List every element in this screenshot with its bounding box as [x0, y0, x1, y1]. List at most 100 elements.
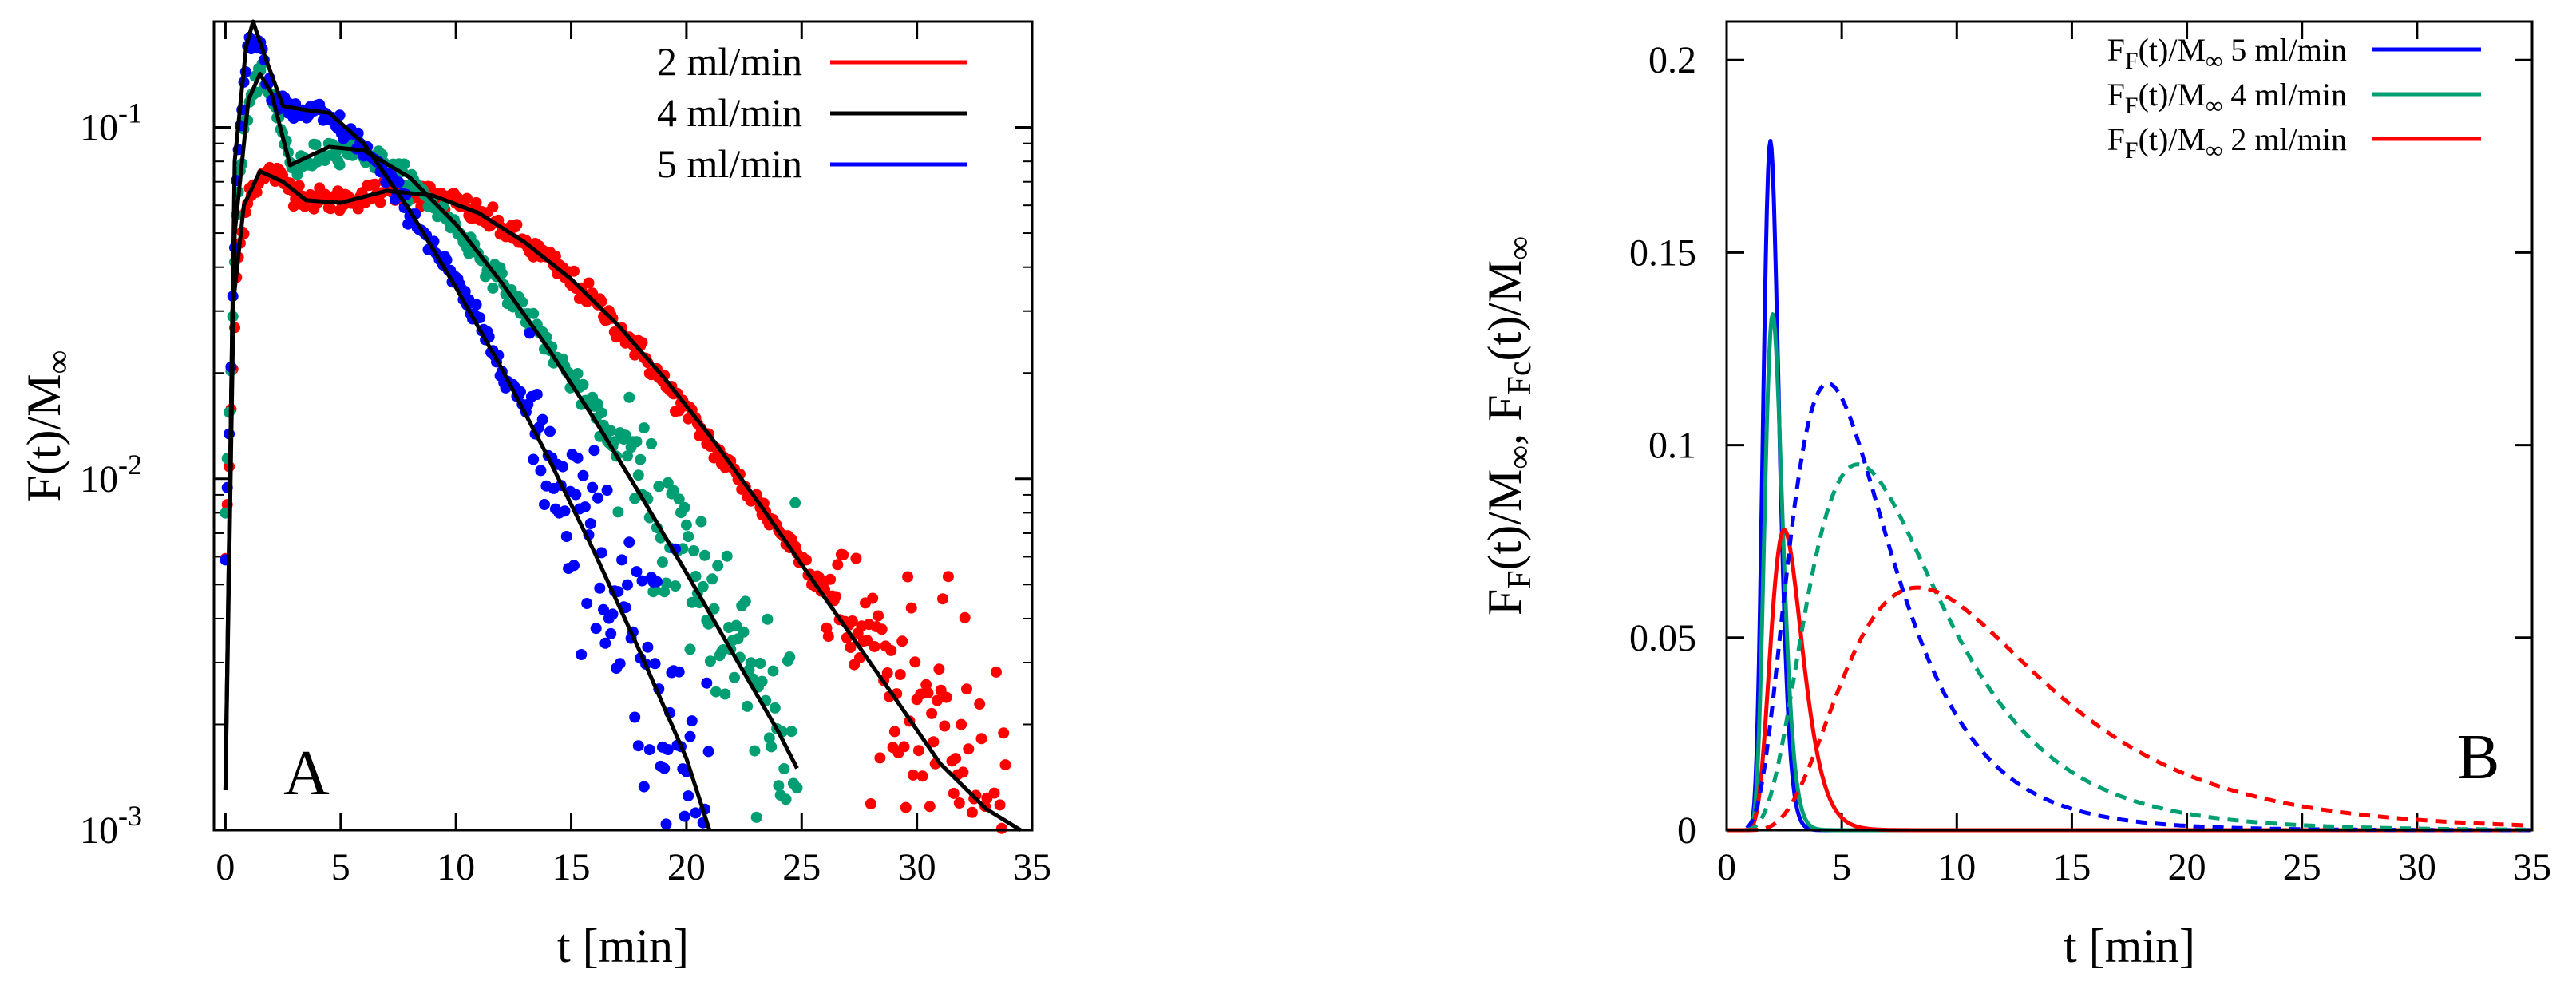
panel-a-data-point [729, 671, 740, 683]
panel-a-data-point [352, 203, 364, 215]
panel-a-data-point [873, 610, 884, 622]
panel-a-data-point [888, 726, 900, 738]
panel-b-x-tick-label: 35 [2513, 846, 2551, 888]
panel-a-data-point [940, 691, 952, 703]
panel-a-data-point [739, 595, 751, 607]
panel-a-data-point [754, 658, 766, 669]
panel-a-y-tick-base: 10 [80, 809, 118, 852]
panel-a-data-point [528, 307, 540, 319]
panel-a-data-point [942, 571, 954, 583]
panel-a-data-point [688, 545, 700, 556]
legend-part: (t)/M [2139, 77, 2206, 113]
panel-a-data-point [881, 667, 893, 679]
panel-a-data-point [900, 801, 912, 813]
panel-a-ticks [214, 21, 1034, 832]
panel-a-data-point [773, 780, 785, 792]
panel-a-data-point [515, 386, 526, 398]
panel-a-legend: 2 ml/min 4 ml/min 5 ml/min [657, 39, 967, 186]
panel-a-data-point [535, 465, 547, 477]
panel-a-data-point [643, 744, 655, 756]
panel-a-data-point [710, 686, 722, 698]
panel-a-data-point [487, 201, 499, 213]
legend-sub: F [2125, 48, 2139, 74]
panel-a-data-point [325, 203, 337, 215]
panel-a-data-point [959, 611, 971, 623]
panel-b-legend-label: FF(t)/M∞ 5 ml/min [2107, 32, 2347, 74]
panel-a-data-point [995, 822, 1007, 834]
panel-b-curves [1727, 139, 2532, 833]
panel-a-data-point [619, 429, 631, 441]
panel-a-data-point [874, 752, 886, 764]
panel-a-data-point [749, 745, 761, 757]
panel-b-x-tick-label: 10 [1937, 846, 1976, 888]
panel-a-data-point [762, 613, 774, 625]
panel-a-data-point [587, 481, 599, 493]
panel-a-data-point [684, 730, 696, 742]
panel-a-data-point [922, 687, 934, 699]
panel-a-data-point [948, 787, 960, 799]
panel-a-data-point [592, 398, 603, 410]
panel-a-data-point [905, 602, 917, 614]
panel-a-data-point [659, 586, 671, 598]
legend-part: F [2107, 32, 2125, 68]
panel-a-data-point [933, 663, 945, 675]
panel-a-data-point [780, 793, 792, 805]
panel-a-data-point [662, 744, 674, 755]
panel-b-legend-label: FF(t)/M∞ 2 ml/min [2107, 121, 2347, 164]
panel-a-x-tick-label: 15 [552, 846, 591, 888]
panel-a-data-point [596, 407, 607, 419]
panel-a-data-point [702, 618, 714, 630]
panel-a-data-point [398, 158, 410, 170]
panel-b-y-tick-label: 0.1 [1648, 425, 1696, 467]
panel-b-x-tick-label: 30 [2398, 846, 2436, 888]
panel-a-data-point [683, 531, 694, 543]
legend-part: 2 ml/min [2222, 121, 2347, 157]
panel-a-data-point [577, 378, 589, 390]
legend-part: 4 ml/min [2222, 77, 2347, 113]
panel-a-x-axis-label: t [min] [557, 920, 689, 972]
panel-a-data-point [653, 481, 665, 493]
panel-a-data-point [680, 519, 692, 531]
panel-a-data-point [785, 726, 797, 738]
panel-a-data-point [898, 741, 910, 753]
panel-a-data-point [885, 644, 897, 656]
panel-a-data-point [557, 461, 569, 473]
panel-a-data-point [616, 554, 628, 566]
panel-a-data-point [568, 560, 580, 572]
panel-a-y-tick-exp: -3 [118, 800, 142, 832]
panel-a-data-point [789, 497, 801, 508]
panel-a-legend-label: 5 ml/min [657, 141, 802, 186]
panel-a-data-point [706, 573, 718, 585]
panel-a-letter: A [283, 738, 330, 809]
panel-a-data-point [750, 811, 762, 823]
panel-a-data-point [686, 715, 698, 727]
panel-b-curve-dashed [1727, 585, 2532, 833]
panel-a-fit-line [223, 169, 1022, 833]
panel-a-data-point [659, 762, 671, 774]
panel-a-data-point [369, 178, 381, 190]
panel-b-y-tick-label: 0.05 [1629, 617, 1696, 659]
panel-a-y-tick-label: 10-1 [80, 97, 142, 149]
panel-a-data-point [908, 769, 919, 781]
panel-a-data-point [673, 666, 685, 678]
panel-a-data-point [572, 368, 584, 379]
panel-b-y-tick-label: 0 [1677, 809, 1696, 852]
panel-a-data-point [536, 413, 548, 425]
panel-a-data-point [334, 159, 346, 171]
panel-a-x-tick-label: 35 [1013, 846, 1051, 888]
panel-a-data-point [441, 254, 453, 266]
panel-a-data-point [560, 531, 572, 542]
panel-a-data-point [916, 770, 928, 782]
panel-a-x-tick-label: 10 [437, 846, 475, 888]
panel-a-data-point [631, 566, 643, 578]
panel-a-fit-line [223, 19, 712, 831]
panel-b-y-axis-label: FF(t)/M∞, FFc(t)/M∞ [1478, 236, 1538, 615]
panel-a-data-point [702, 746, 714, 758]
panel-a-data-point [966, 806, 978, 818]
panel-a-data-point [638, 781, 650, 793]
panel-a-data-point [622, 450, 633, 462]
panel-a-data-point [539, 499, 550, 510]
panel-a-data-point [837, 549, 849, 561]
panel-a-data-point [974, 698, 986, 710]
